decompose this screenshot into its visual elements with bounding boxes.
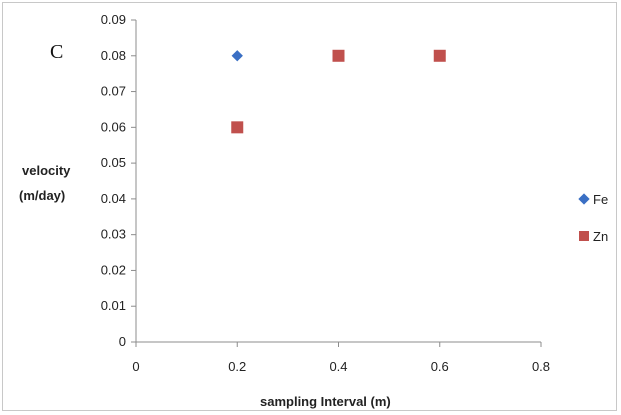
x-tick-label: 0.4 [329,359,347,374]
data-points [231,49,446,134]
data-point-fe [231,50,243,62]
y-tick-label: 0.03 [101,227,126,242]
y-axis-title-line2: (m/day) [19,188,65,203]
legend-item-zn: Zn [579,229,608,244]
legend-label-fe: Fe [593,192,608,207]
chart-frame [2,2,617,411]
y-axis-title-line1: velocity [22,163,71,178]
data-point-zn [433,49,446,62]
y-tick-label: 0.08 [101,48,126,63]
x-tick-label: 0 [132,359,139,374]
legend-label-zn: Zn [593,229,608,244]
y-tick-label: 0.07 [101,84,126,99]
data-point-zn [332,49,345,62]
y-tick-label: 0.05 [101,155,126,170]
y-tick-label: 0 [119,334,126,349]
y-axis-ticks: 0 0.01 0.02 0.03 0.04 0.05 0.06 0.07 0.08 0.09 [101,12,136,349]
y-tick-label: 0.09 [101,12,126,27]
y-tick-label: 0.04 [101,191,126,206]
x-axis-ticks: 0 0.2 0.4 0.6 0.8 [132,342,550,374]
data-point-zn [231,121,244,134]
legend-square-marker [579,231,589,241]
x-tick-label: 0.6 [431,359,449,374]
x-tick-label: 0.2 [228,359,246,374]
panel-letter: C [50,41,63,63]
chart-axes [135,20,541,343]
legend-diamond-marker [578,193,590,205]
y-tick-label: 0.01 [101,298,126,313]
chart-legend: Fe Zn [578,192,608,244]
x-tick-label: 0.8 [532,359,550,374]
x-axis-title: sampling Interval (m) [260,394,391,409]
legend-item-fe: Fe [578,192,608,207]
y-tick-label: 0.02 [101,262,126,277]
y-tick-label: 0.06 [101,119,126,134]
